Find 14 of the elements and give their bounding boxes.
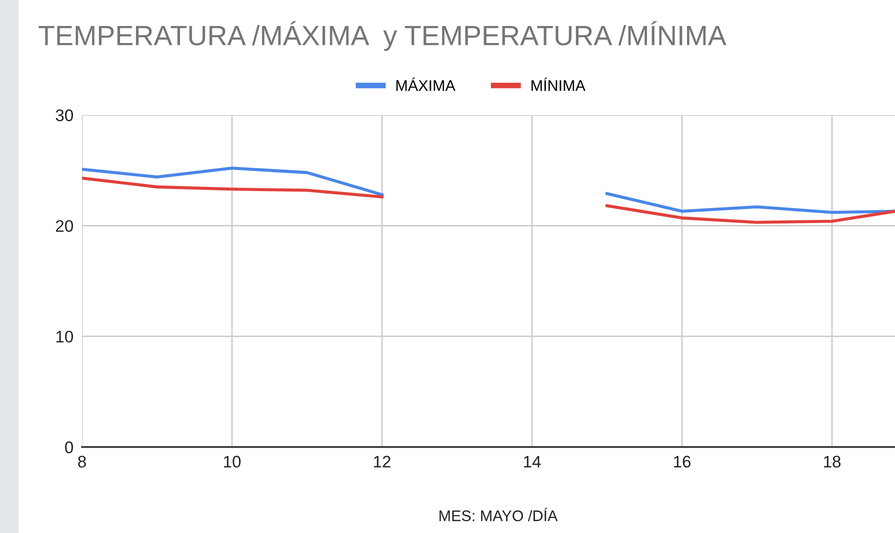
x-tick-label: 14 [524, 456, 541, 468]
x-tick-label: 12 [374, 456, 390, 468]
legend-label: MÁXIMA [396, 78, 456, 91]
y-tick-label: 10 [56, 330, 74, 343]
y-tick-label: 30 [56, 109, 74, 122]
legend-label: MÍNIMA [532, 78, 586, 91]
x-axis-title: MES: MAYO /DÍA [440, 508, 558, 522]
x-tick-label: 8 [78, 456, 86, 468]
x-tick-label: 10 [224, 456, 241, 468]
x-tick-label: 16 [674, 456, 691, 468]
y-tick-label: 0 [65, 441, 74, 454]
chart-title: TEMPERATURA /MÁXIMA y TEMPERATURA /MÍNIMA [38, 21, 726, 51]
x-tick-label: 18 [824, 456, 841, 468]
y-tick-label: 20 [56, 220, 74, 232]
